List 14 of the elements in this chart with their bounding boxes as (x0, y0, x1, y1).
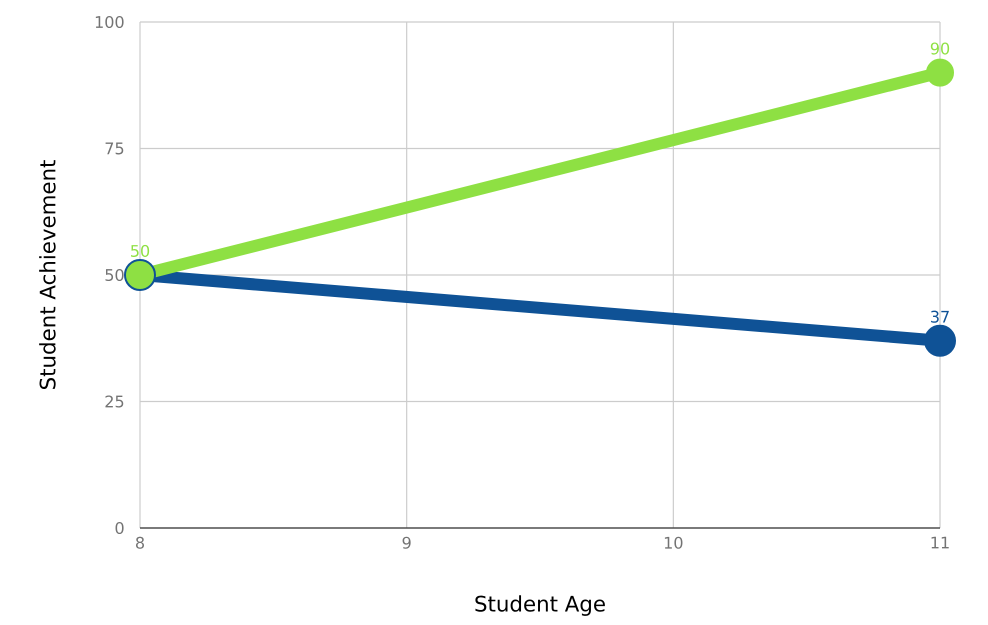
y-axis-title: Student Achievement (39, 160, 56, 389)
y-tick-label: 50 (106, 268, 124, 282)
x-tick-label: 11 (932, 536, 949, 548)
x-axis-title: Student Age (475, 595, 605, 616)
x-tick-label: 10 (664, 536, 682, 549)
y-tick-label: 0 (116, 522, 124, 534)
y-tick-label: 25 (105, 395, 124, 408)
data-label: 90 (930, 42, 950, 55)
x-tick-label: 8 (136, 536, 144, 549)
data-label: 50 (131, 244, 150, 257)
x-tick-label: 9 (402, 536, 411, 549)
y-tick-label: 75 (106, 142, 124, 154)
data-label: 37 (931, 310, 949, 323)
y-tick-label: 100 (96, 16, 124, 28)
